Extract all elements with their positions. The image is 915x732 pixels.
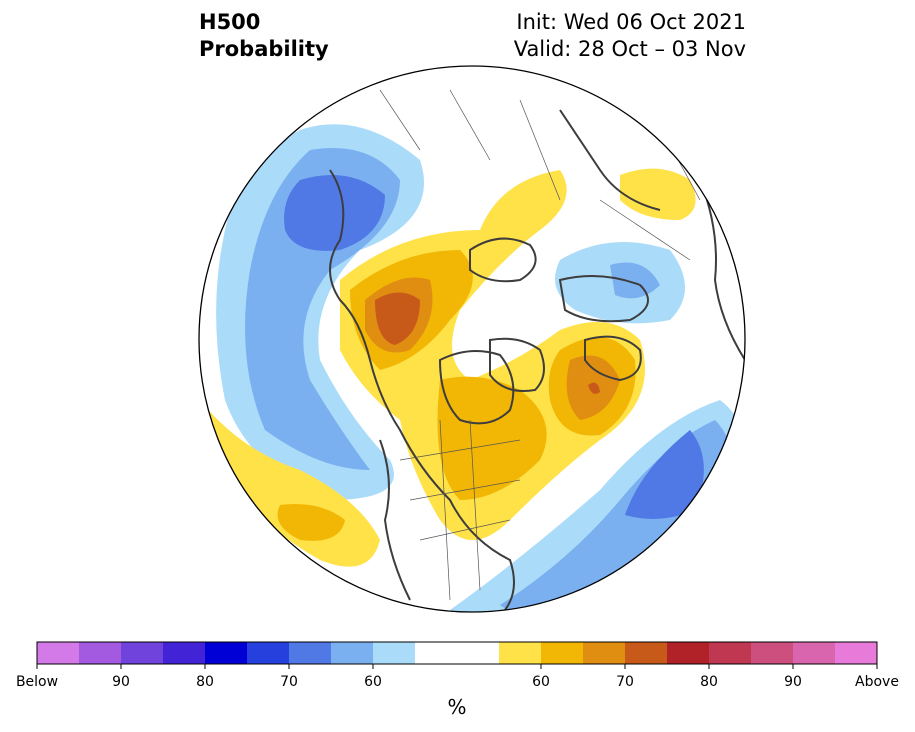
colorbar-tick-label: 80: [700, 674, 718, 690]
colorbar-cell: [793, 642, 836, 664]
chart-title: H500 Probability: [199, 9, 329, 63]
colorbar-cell: [205, 642, 248, 664]
colorbar-tick-label: 80: [196, 674, 214, 690]
polar-map: [198, 65, 746, 613]
borders: [379, 89, 701, 601]
colorbar-cell: [541, 642, 584, 664]
colorbar-tick-label: 90: [112, 674, 130, 690]
colorbar-cell: [37, 642, 80, 664]
colorbar-cell: [163, 642, 206, 664]
colorbar-cell: [247, 642, 290, 664]
colorbar-cell: [121, 642, 164, 664]
colorbar-cell: [415, 642, 458, 664]
colorbar-tick-label: 60: [364, 674, 382, 690]
coastlines: [329, 109, 745, 611]
title-line-2: Probability: [199, 37, 329, 61]
colorbar-tick-label: 60: [532, 674, 550, 690]
colorbar-frame: [36, 641, 878, 665]
forecast-info: Init: Wed 06 Oct 2021 Valid: 28 Oct – 03…: [514, 9, 746, 63]
anomaly-below-west: [216, 124, 424, 501]
colorbar-cell: [457, 642, 500, 664]
colorbar-cell: [499, 642, 542, 664]
colorbar-cell: [751, 642, 794, 664]
anomaly-below-north: [555, 242, 685, 324]
colorbar-cell: [373, 642, 416, 664]
colorbar-cell: [79, 642, 122, 664]
colorbar-cell: [625, 642, 668, 664]
colorbar-unit: %: [447, 695, 467, 719]
colorbar-cell: [709, 642, 752, 664]
colorbar-cell: [331, 642, 374, 664]
colorbar-tick-label: 90: [784, 674, 802, 690]
colorbar-cell: [289, 642, 332, 664]
valid-period: Valid: 28 Oct – 03 Nov: [513, 37, 746, 61]
anomaly-above: [200, 168, 696, 567]
colorbar-tick-label: 70: [280, 674, 298, 690]
title-line-1: H500: [199, 10, 261, 34]
colorbar-tick-label: Above: [855, 674, 899, 690]
colorbar-tick-label: 70: [616, 674, 634, 690]
colorbar-cell: [835, 642, 878, 664]
colorbar-cell: [583, 642, 626, 664]
colorbar-tick-label: Below: [15, 674, 59, 690]
map-boundary: [198, 65, 746, 613]
init-date: Init: Wed 06 Oct 2021: [516, 10, 746, 34]
colorbar-cell: [667, 642, 710, 664]
